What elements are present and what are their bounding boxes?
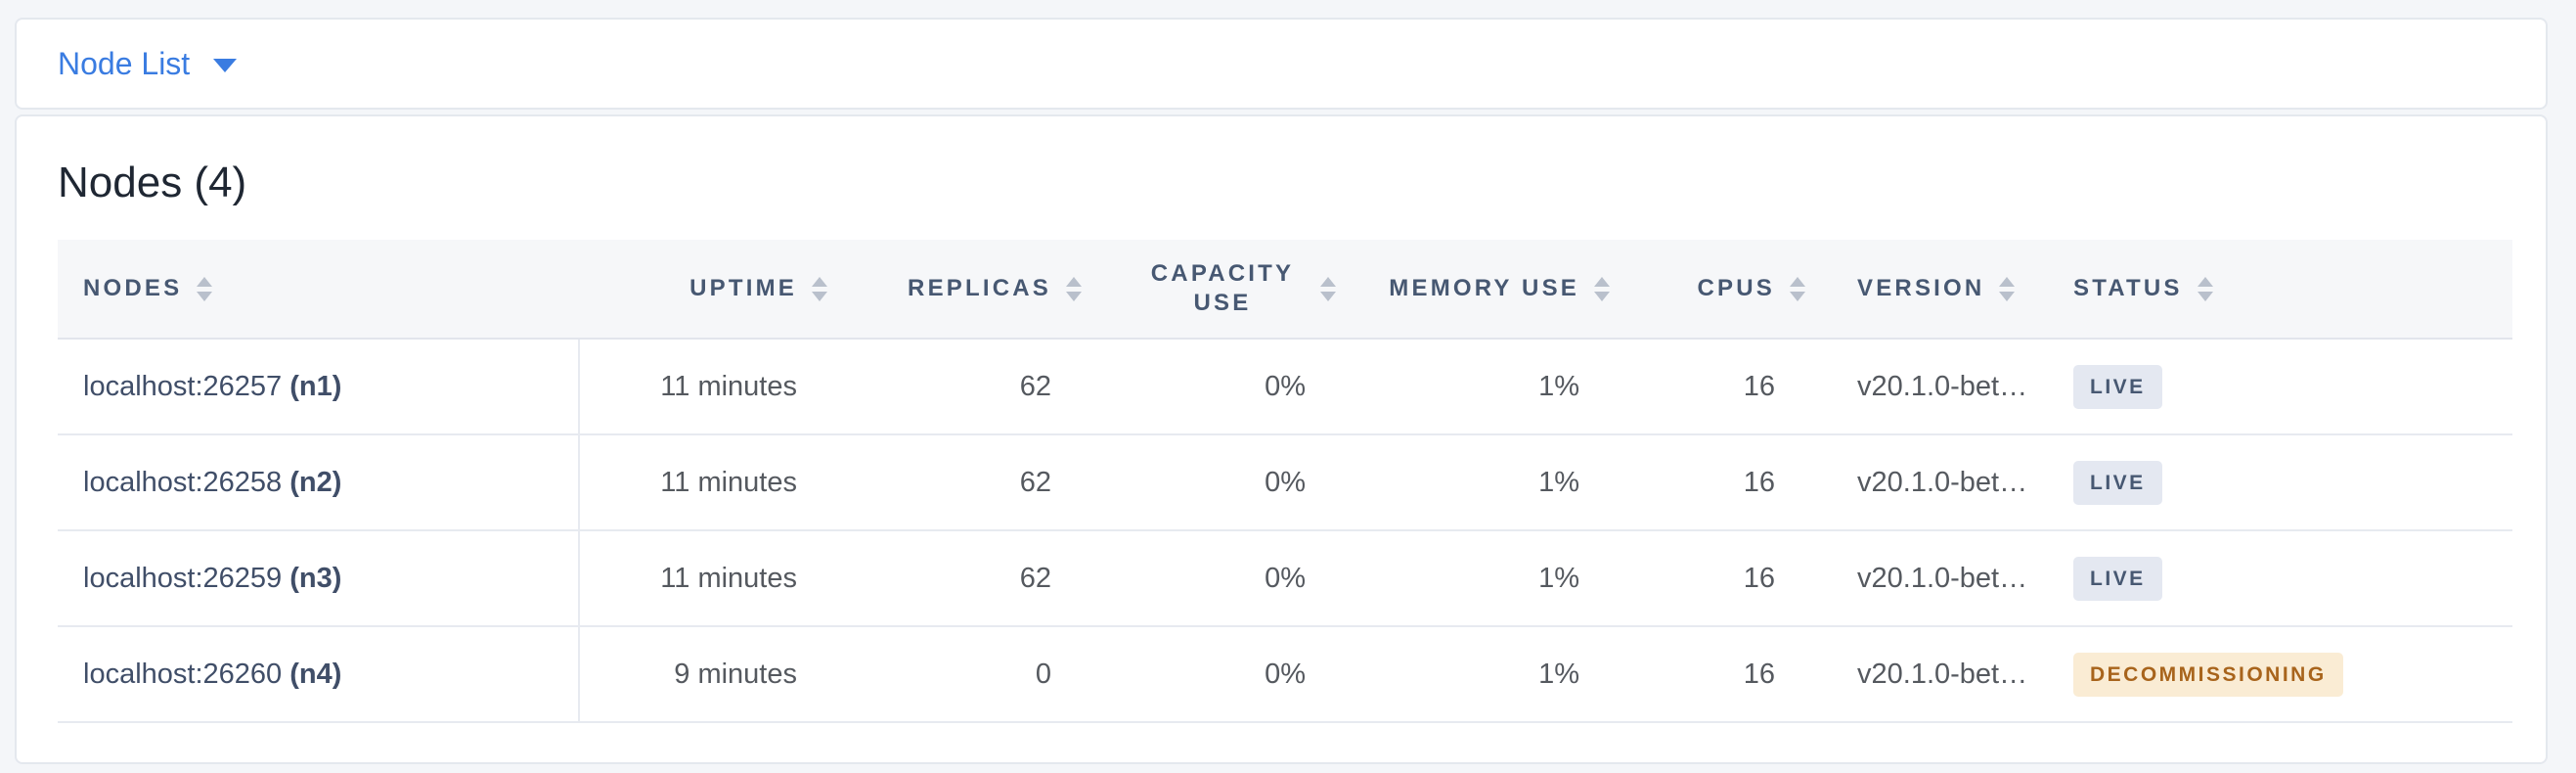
node-address-cell: localhost:26259 (n3) [58, 530, 580, 627]
sort-icon [1594, 276, 1610, 301]
column-header-memory-use[interactable]: Memory Use [1361, 240, 1635, 338]
view-selector-dropdown[interactable]: Node List [58, 45, 238, 82]
capacity-use-cell: 0% [1107, 530, 1361, 627]
sort-icon [1999, 276, 2016, 301]
page-title: Nodes (4) [58, 159, 247, 206]
status-badge: Live [2073, 364, 2162, 409]
capacity-use-cell: 0% [1107, 626, 1361, 723]
memory-use-cell: 1% [1361, 626, 1635, 723]
column-header-nodes[interactable]: Nodes [58, 240, 579, 338]
node-address-cell: localhost:26258 (n2) [58, 434, 580, 531]
version-cell: v20.1.0-bet… [1831, 530, 2046, 627]
memory-use-cell: 1% [1361, 339, 1635, 435]
status-cell: Decommissioning [2046, 626, 2512, 723]
column-header-cpus[interactable]: CPUs [1635, 240, 1831, 338]
node-address-link[interactable]: localhost:26257 [83, 370, 283, 402]
table-row: localhost:26257 (n1) 11 minutes 62 0% 1%… [58, 339, 2512, 435]
sort-icon [812, 276, 827, 301]
capacity-use-cell: 0% [1107, 339, 1361, 435]
cpus-cell: 16 [1635, 626, 1831, 723]
replicas-cell: 62 [853, 530, 1107, 627]
uptime-cell: 11 minutes [579, 530, 853, 627]
status-badge: Decommissioning [2073, 652, 2343, 697]
uptime-cell: 11 minutes [579, 339, 853, 435]
node-id: (n4) [289, 658, 342, 690]
version-cell: v20.1.0-bet… [1831, 434, 2046, 531]
uptime-cell: 9 minutes [579, 626, 853, 723]
column-header-version[interactable]: Version [1831, 240, 2046, 338]
replicas-cell: 62 [853, 339, 1107, 435]
replicas-cell: 62 [853, 434, 1107, 531]
node-address-link[interactable]: localhost:26260 [83, 658, 283, 690]
node-address-cell: localhost:26257 (n1) [58, 339, 580, 435]
status-cell: Live [2046, 434, 2512, 531]
column-header-status[interactable]: Status [2046, 240, 2512, 338]
node-address-link[interactable]: localhost:26258 [83, 466, 283, 498]
node-address-cell: localhost:26260 (n4) [58, 626, 580, 723]
sort-icon [197, 276, 213, 301]
chevron-down-icon [213, 59, 238, 72]
replicas-cell: 0 [853, 626, 1107, 723]
status-badge: Live [2073, 556, 2162, 601]
column-header-capacity-use[interactable]: Capacity Use [1107, 240, 1361, 338]
sort-icon [1320, 276, 1336, 301]
node-id: (n3) [289, 562, 342, 594]
cpus-cell: 16 [1635, 339, 1831, 435]
nodes-card: Nodes (4) Nodes Uptime Replic [15, 114, 2548, 764]
column-header-replicas[interactable]: Replicas [853, 240, 1107, 338]
memory-use-cell: 1% [1361, 434, 1635, 531]
version-cell: v20.1.0-bet… [1831, 339, 2046, 435]
view-selector-bar: Node List [15, 18, 2548, 110]
sort-icon [1790, 276, 1805, 301]
status-badge: Live [2073, 460, 2162, 505]
status-cell: Live [2046, 339, 2512, 435]
nodes-table: Nodes Uptime Replicas Capacity Use [58, 240, 2512, 723]
node-id: (n2) [289, 466, 342, 498]
version-cell: v20.1.0-bet… [1831, 626, 2046, 723]
node-address-link[interactable]: localhost:26259 [83, 562, 283, 594]
sort-icon [1066, 276, 1082, 301]
sort-icon [2197, 276, 2213, 301]
memory-use-cell: 1% [1361, 530, 1635, 627]
table-row: localhost:26260 (n4) 9 minutes 0 0% 1% 1… [58, 626, 2512, 723]
status-cell: Live [2046, 530, 2512, 627]
table-row: localhost:26259 (n3) 11 minutes 62 0% 1%… [58, 530, 2512, 627]
uptime-cell: 11 minutes [579, 434, 853, 531]
table-header-row: Nodes Uptime Replicas Capacity Use [58, 240, 2512, 340]
view-selector-label: Node List [58, 45, 191, 81]
cpus-cell: 16 [1635, 530, 1831, 627]
cpus-cell: 16 [1635, 434, 1831, 531]
capacity-use-cell: 0% [1107, 434, 1361, 531]
column-header-uptime[interactable]: Uptime [579, 240, 853, 338]
table-row: localhost:26258 (n2) 11 minutes 62 0% 1%… [58, 434, 2512, 531]
node-id: (n1) [289, 370, 342, 402]
